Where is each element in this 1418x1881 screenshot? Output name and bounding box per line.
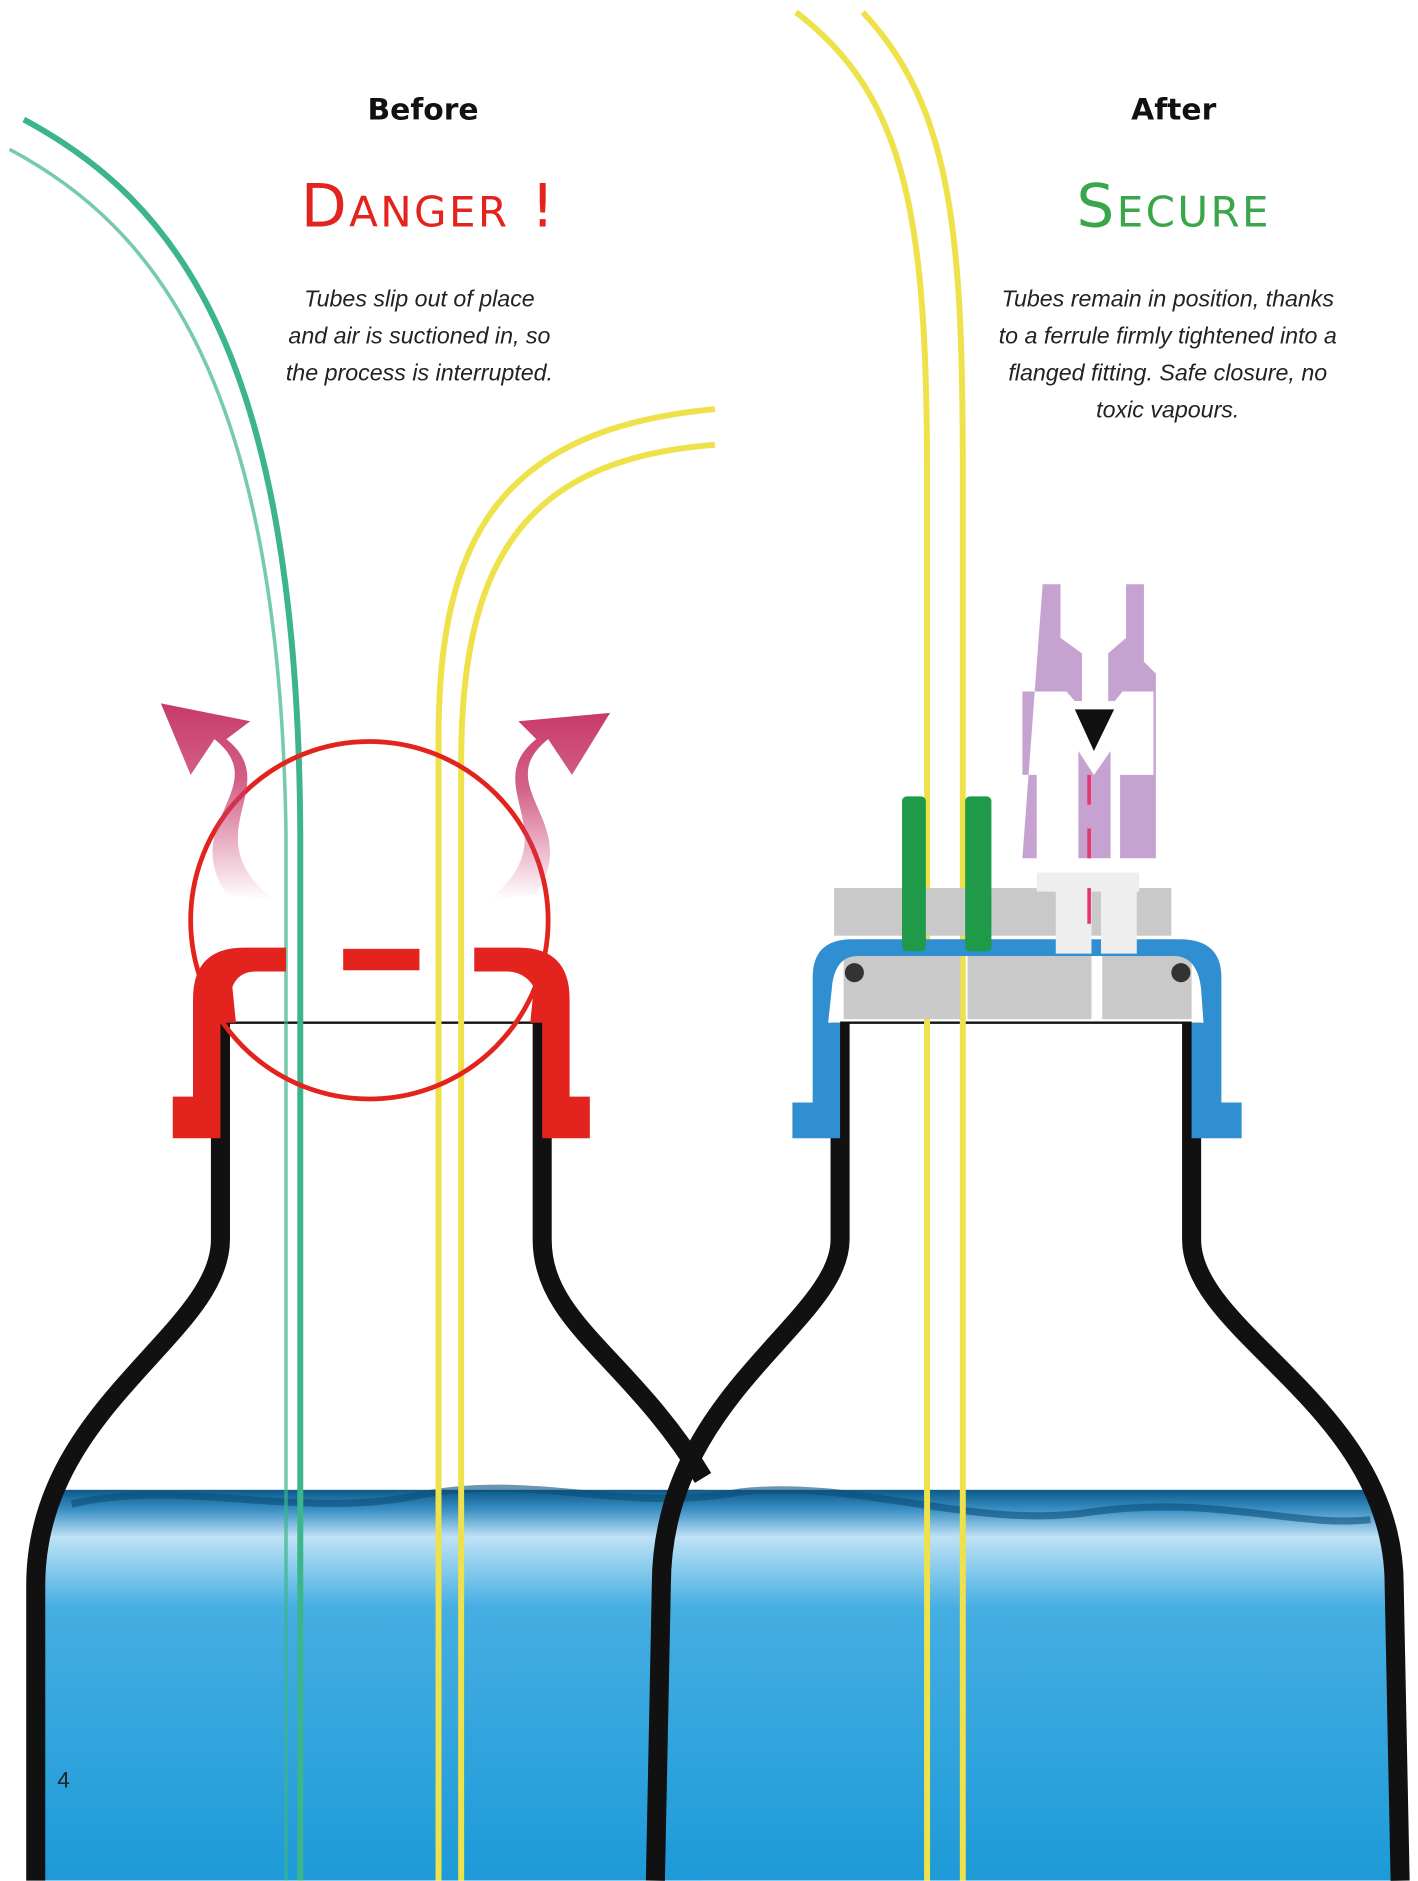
water bbox=[0, 1488, 1418, 1881]
illustration: Before Danger ! After Secure Tubes slip … bbox=[0, 0, 1418, 1881]
secure-cap bbox=[792, 584, 1241, 1138]
description-line: the process is interrupted. bbox=[286, 359, 553, 385]
page: Before Danger ! After Secure Tubes slip … bbox=[0, 0, 1418, 1881]
panel-label: After bbox=[1131, 92, 1216, 127]
description-line: and air is suctioned in, so bbox=[288, 323, 550, 349]
panel-heading: Danger ! bbox=[301, 173, 557, 242]
description-line: toxic vapours. bbox=[1096, 396, 1239, 422]
description-line: to a ferrule firmly tightened into a bbox=[999, 323, 1337, 349]
air-arrow bbox=[161, 703, 274, 900]
description-line: Tubes slip out of place bbox=[304, 286, 535, 312]
panel-label: Before bbox=[367, 92, 478, 127]
panel-heading: Secure bbox=[1077, 173, 1271, 242]
description-line: Tubes remain in position, thanks bbox=[1001, 286, 1334, 312]
description-line: flanged fitting. Safe closure, no bbox=[1008, 359, 1327, 385]
panel-description: Tubes remain in position, thanks to a fer… bbox=[999, 286, 1337, 423]
page-number: 4 bbox=[57, 1768, 70, 1793]
panel-description: Tubes slip out of place and air is suctio… bbox=[286, 286, 553, 386]
